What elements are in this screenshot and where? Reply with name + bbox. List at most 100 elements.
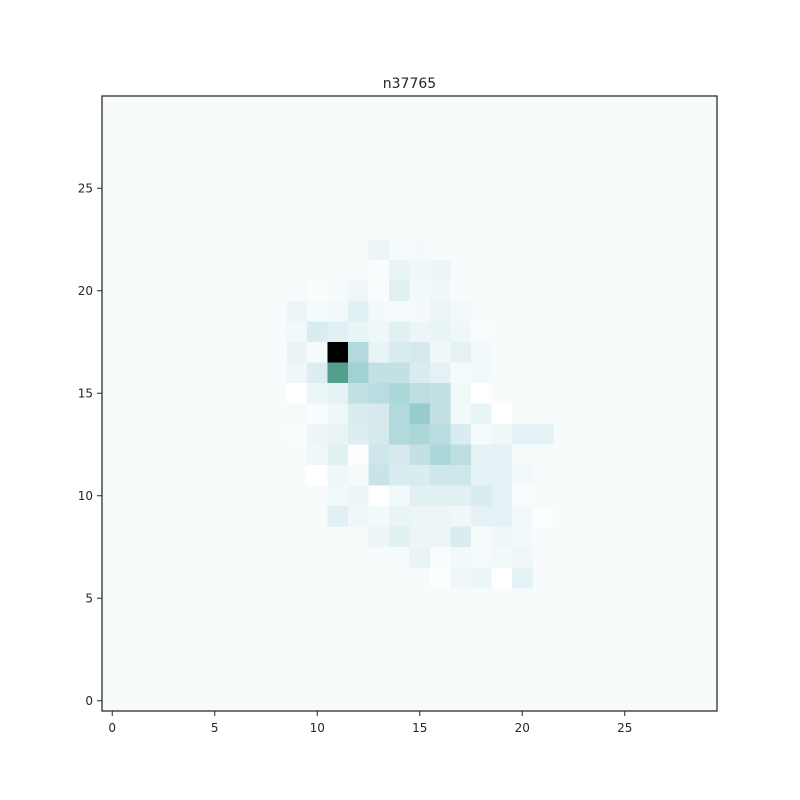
- heatmap-cell: [430, 280, 451, 302]
- heatmap-cell: [430, 403, 451, 425]
- heatmap-cell: [430, 424, 451, 445]
- heatmap-cell: [327, 403, 349, 425]
- heatmap-cell: [348, 506, 369, 527]
- heatmap-cell: [491, 362, 513, 384]
- heatmap-cell: [327, 465, 349, 486]
- heatmap-cell: [471, 485, 492, 507]
- heatmap-cell: [389, 444, 410, 466]
- heatmap-cell: [491, 403, 513, 425]
- plot-frame: [101, 95, 718, 712]
- heatmap-cell: [491, 444, 513, 466]
- heatmap-cell: [348, 321, 369, 343]
- heatmap-cell: [286, 342, 308, 363]
- heatmap-cell: [327, 362, 349, 384]
- heatmap-cell: [532, 424, 554, 445]
- heatmap-cell: [368, 403, 390, 425]
- heatmap-cell: [389, 485, 410, 507]
- heatmap-cell: [348, 342, 369, 363]
- heatmap-cell: [368, 526, 390, 548]
- heatmap-cell: [450, 567, 472, 589]
- heatmap-cell: [368, 321, 390, 343]
- heatmap-cell: [307, 321, 328, 343]
- heatmap-cell: [430, 362, 451, 384]
- heatmap-cell: [368, 280, 390, 302]
- heatmap-cell: [327, 444, 349, 466]
- heatmap-cell: [389, 383, 410, 404]
- heatmap-cell: [368, 342, 390, 363]
- heatmap-cell: [368, 260, 390, 281]
- heatmap-cell: [450, 424, 472, 445]
- chart-title: n37765: [383, 76, 436, 92]
- heatmap-cell: [450, 526, 472, 548]
- heatmap-cell: [430, 321, 451, 343]
- heatmap-cell: [327, 301, 349, 322]
- heatmap-cell: [348, 485, 369, 507]
- heatmap-cell: [389, 403, 410, 425]
- y-axis: 0 5 10 15 20 25: [78, 181, 102, 708]
- heatmap-cell: [450, 383, 472, 404]
- heatmap-cell: [307, 383, 328, 404]
- heatmap-cell: [368, 362, 390, 384]
- heatmap-cell: [286, 383, 308, 404]
- heatmap-cell: [327, 342, 349, 363]
- heatmap-plot-area: [101, 95, 718, 712]
- heatmap-cell: [430, 260, 451, 281]
- heatmap-cell: [491, 526, 513, 548]
- heatmap-cell: [491, 342, 513, 363]
- heatmap-cell: [389, 526, 410, 548]
- heatmap-cell: [512, 403, 533, 425]
- heatmap-cell: [348, 403, 369, 425]
- heatmap-cell: [409, 465, 431, 486]
- heatmap-cell: [471, 321, 492, 343]
- heatmap-cell: [450, 444, 472, 466]
- heatmap-cell: [307, 465, 328, 486]
- heatmap-cell: [409, 362, 431, 384]
- heatmap-cell: [450, 547, 472, 568]
- heatmap-cell: [368, 465, 390, 486]
- heatmap-cell: [307, 424, 328, 445]
- heatmap-cell: [532, 506, 554, 527]
- heatmap-cell: [286, 424, 308, 445]
- heatmap-cell: [286, 362, 308, 384]
- heatmap-cell: [471, 362, 492, 384]
- heatmap-cell: [491, 465, 513, 486]
- heatmap-cell: [491, 567, 513, 589]
- heatmap-cell: [471, 547, 492, 568]
- heatmap-cell: [450, 403, 472, 425]
- heatmap-cell: [389, 424, 410, 445]
- heatmap-cell: [430, 506, 451, 527]
- heatmap-cell: [327, 383, 349, 404]
- heatmap-cell: [307, 362, 328, 384]
- heatmap-cell: [471, 424, 492, 445]
- heatmap-cell: [409, 547, 431, 568]
- heatmap-cell: [389, 506, 410, 527]
- heatmap-cell: [409, 526, 431, 548]
- heatmap-cell: [368, 424, 390, 445]
- x-tick-label: 0: [108, 721, 116, 735]
- y-tick-label: 10: [78, 489, 93, 503]
- heatmap-cell: [389, 280, 410, 302]
- x-tick-label: 25: [617, 721, 632, 735]
- heatmap-cell: [348, 383, 369, 404]
- heatmap-cell: [512, 424, 533, 445]
- x-tick-label: 10: [310, 721, 325, 735]
- heatmap-cell: [430, 383, 451, 404]
- heatmap-cell: [512, 444, 533, 466]
- heatmap-cell: [450, 362, 472, 384]
- heatmap-cell: [327, 280, 349, 302]
- y-tick-label: 5: [85, 591, 93, 605]
- heatmap-cell: [389, 260, 410, 281]
- heatmap-cell: [348, 301, 369, 322]
- heatmap-cell: [450, 485, 472, 507]
- heatmap-cell: [512, 526, 533, 548]
- heatmap-cell: [409, 239, 431, 261]
- y-tick-label: 0: [85, 694, 93, 708]
- heatmap-cell: [409, 506, 431, 527]
- heatmap-cell: [348, 362, 369, 384]
- heatmap-cell: [491, 383, 513, 404]
- heatmap-cell: [307, 342, 328, 363]
- heatmap-cell: [389, 465, 410, 486]
- heatmap-cell: [389, 301, 410, 322]
- heatmap-cell: [389, 321, 410, 343]
